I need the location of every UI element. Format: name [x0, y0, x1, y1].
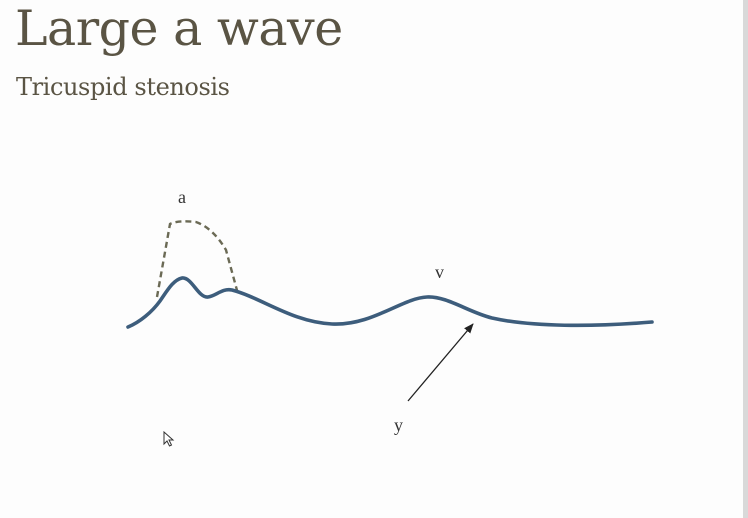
slide-right-edge [743, 0, 748, 518]
slide-title: Large a wave [15, 0, 343, 57]
y-descent-label: y [394, 415, 403, 435]
venous-waveform [126, 276, 654, 329]
a-wave-label: a [178, 187, 186, 207]
slide-subtitle: Tricuspid stenosis [16, 73, 230, 101]
dashed-large-a-wave [155, 220, 240, 298]
mouse-pointer-icon [163, 431, 175, 447]
y-descent-arrow [407, 323, 474, 402]
v-wave-label: v [435, 262, 444, 282]
